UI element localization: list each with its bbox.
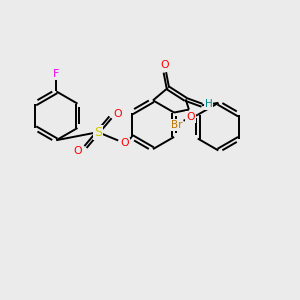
Text: H: H bbox=[205, 99, 212, 109]
Text: F: F bbox=[53, 69, 60, 79]
Text: O: O bbox=[114, 109, 122, 119]
Text: O: O bbox=[74, 146, 82, 156]
Text: O: O bbox=[120, 139, 129, 148]
Text: S: S bbox=[94, 126, 102, 139]
Text: Br: Br bbox=[171, 120, 182, 130]
Text: O: O bbox=[160, 60, 169, 70]
Text: O: O bbox=[186, 112, 195, 122]
